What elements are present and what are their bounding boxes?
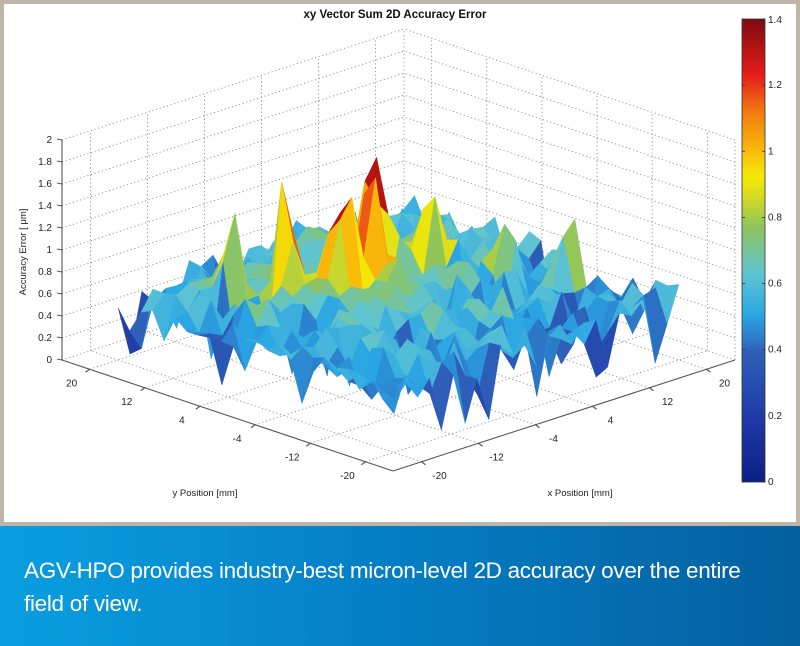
wall-grid-line	[403, 226, 736, 339]
surface-chart: xy Vector Sum 2D Accuracy Error 00.20.40…	[18, 9, 782, 499]
y-axis-ticks: 20 12 4 -4 -12 -20	[66, 368, 366, 482]
wall-grid-line	[403, 160, 736, 273]
y-tick-mark	[250, 424, 256, 429]
z-tick-label: 1.6	[38, 179, 52, 190]
x-tick-mark	[649, 387, 654, 392]
z-tick-label: 1.2	[38, 223, 52, 234]
y-tick-label: 20	[66, 378, 78, 389]
z-tick-mark	[56, 182, 63, 185]
x-tick-label: 20	[719, 378, 731, 389]
z-tick-label: 2	[46, 135, 52, 146]
wall-grid-line	[61, 94, 405, 207]
x-tick-label: -12	[489, 452, 504, 463]
wall-grid-line	[403, 72, 736, 185]
y-tick-label: -12	[285, 452, 300, 463]
colorbar-tick-label: 0.2	[768, 411, 782, 422]
z-tick-mark	[56, 270, 63, 273]
z-tick-label: 0.4	[38, 311, 52, 322]
colorbar-tick-label: 1.2	[768, 80, 782, 91]
wall-grid-line	[403, 50, 736, 163]
x-tick-mark	[592, 405, 597, 410]
y-tick-mark	[140, 387, 146, 392]
z-tick-mark	[56, 226, 63, 229]
wall-grid-line	[61, 160, 405, 273]
x-tick-mark	[421, 461, 426, 466]
x-tick-mark	[706, 368, 711, 373]
colorbar	[741, 18, 766, 483]
z-tick-label: 1.8	[38, 157, 52, 168]
x-axis-label: x Position [mm]	[548, 488, 613, 499]
floor-grid-line	[375, 257, 707, 370]
wall-grid-line	[403, 204, 736, 317]
floor-grid-line	[90, 350, 422, 463]
y-tick-label: -20	[340, 471, 355, 482]
wall-grid-line	[403, 116, 736, 229]
x-tick-label: -4	[549, 434, 558, 445]
wall-grid-line	[61, 116, 405, 229]
z-tick-label: 0	[46, 355, 52, 366]
x-tick-mark	[478, 442, 483, 447]
z-tick-label: 1.4	[38, 201, 52, 212]
floor-grid-line	[204, 313, 536, 426]
y-tick-mark	[305, 442, 311, 447]
y-axis-line	[61, 359, 394, 472]
z-tick-mark	[56, 314, 63, 317]
y-tick-label: 12	[121, 397, 133, 408]
floor-grid-line	[147, 331, 479, 444]
colorbar-ticks: 0 0.2 0.4 0.6 0.8 1 1.2 1.4	[742, 15, 782, 488]
x-tick-label: 12	[662, 397, 674, 408]
z-tick-label: 1	[46, 245, 52, 256]
y-axis-label: y Position [mm]	[173, 488, 238, 499]
y-tick-mark	[85, 368, 90, 373]
wall-grid-line	[403, 182, 736, 295]
wall-grid-line	[61, 50, 405, 163]
colorbar-tick-label: 0.4	[768, 345, 782, 356]
chart-title: xy Vector Sum 2D Accuracy Error	[303, 9, 487, 21]
x-axis-line	[392, 359, 736, 472]
z-tick-mark	[56, 292, 63, 295]
y-tick-mark	[361, 461, 366, 466]
colorbar-tick-label: 0.8	[768, 212, 782, 223]
wall-grid-line	[61, 72, 405, 185]
z-tick-mark	[56, 138, 63, 141]
caption-text: AGV-HPO provides industry-best micron-le…	[24, 558, 741, 616]
colorbar-tick-label: 0	[768, 477, 774, 488]
z-axis-ticks: 0 0.2 0.4 0.6 0.8 1 1.2 1.4 1.6 1.8 2	[38, 135, 63, 366]
wall-grid-line	[403, 138, 736, 251]
wall-grid-line	[403, 94, 736, 207]
wall-grid-line	[403, 28, 736, 141]
y-tick-mark	[195, 405, 201, 410]
z-tick-mark	[56, 358, 63, 361]
wall-grid-line	[403, 248, 736, 361]
z-tick-mark	[56, 160, 63, 163]
z-tick-label: 0.8	[38, 267, 52, 278]
z-tick-mark	[56, 204, 63, 207]
z-tick-label: 0.6	[38, 289, 52, 300]
y-tick-label: 4	[179, 415, 185, 426]
z-tick-label: 0.2	[38, 333, 52, 344]
z-tick-mark	[56, 336, 63, 339]
surface-patch	[381, 374, 406, 415]
wall-grid-line	[61, 28, 405, 141]
x-axis-ticks: -20 -12 -4 4 12 20	[421, 368, 731, 482]
z-axis-label: Accuracy Error [ μm]	[18, 209, 29, 296]
colorbar-tick-label: 1	[768, 146, 774, 157]
colorbar-tick-label: 0.6	[768, 279, 782, 290]
caption-band: AGV-HPO provides industry-best micron-le…	[0, 526, 800, 646]
x-tick-label: -20	[432, 471, 447, 482]
floor-grid-line	[365, 350, 708, 463]
y-tick-label: -4	[233, 434, 242, 445]
x-tick-mark	[535, 424, 540, 429]
surface	[117, 156, 680, 431]
colorbar-tick-label: 1.4	[768, 15, 782, 26]
z-tick-mark	[56, 248, 63, 251]
wall-grid-line	[61, 138, 405, 251]
x-tick-label: 4	[608, 415, 614, 426]
